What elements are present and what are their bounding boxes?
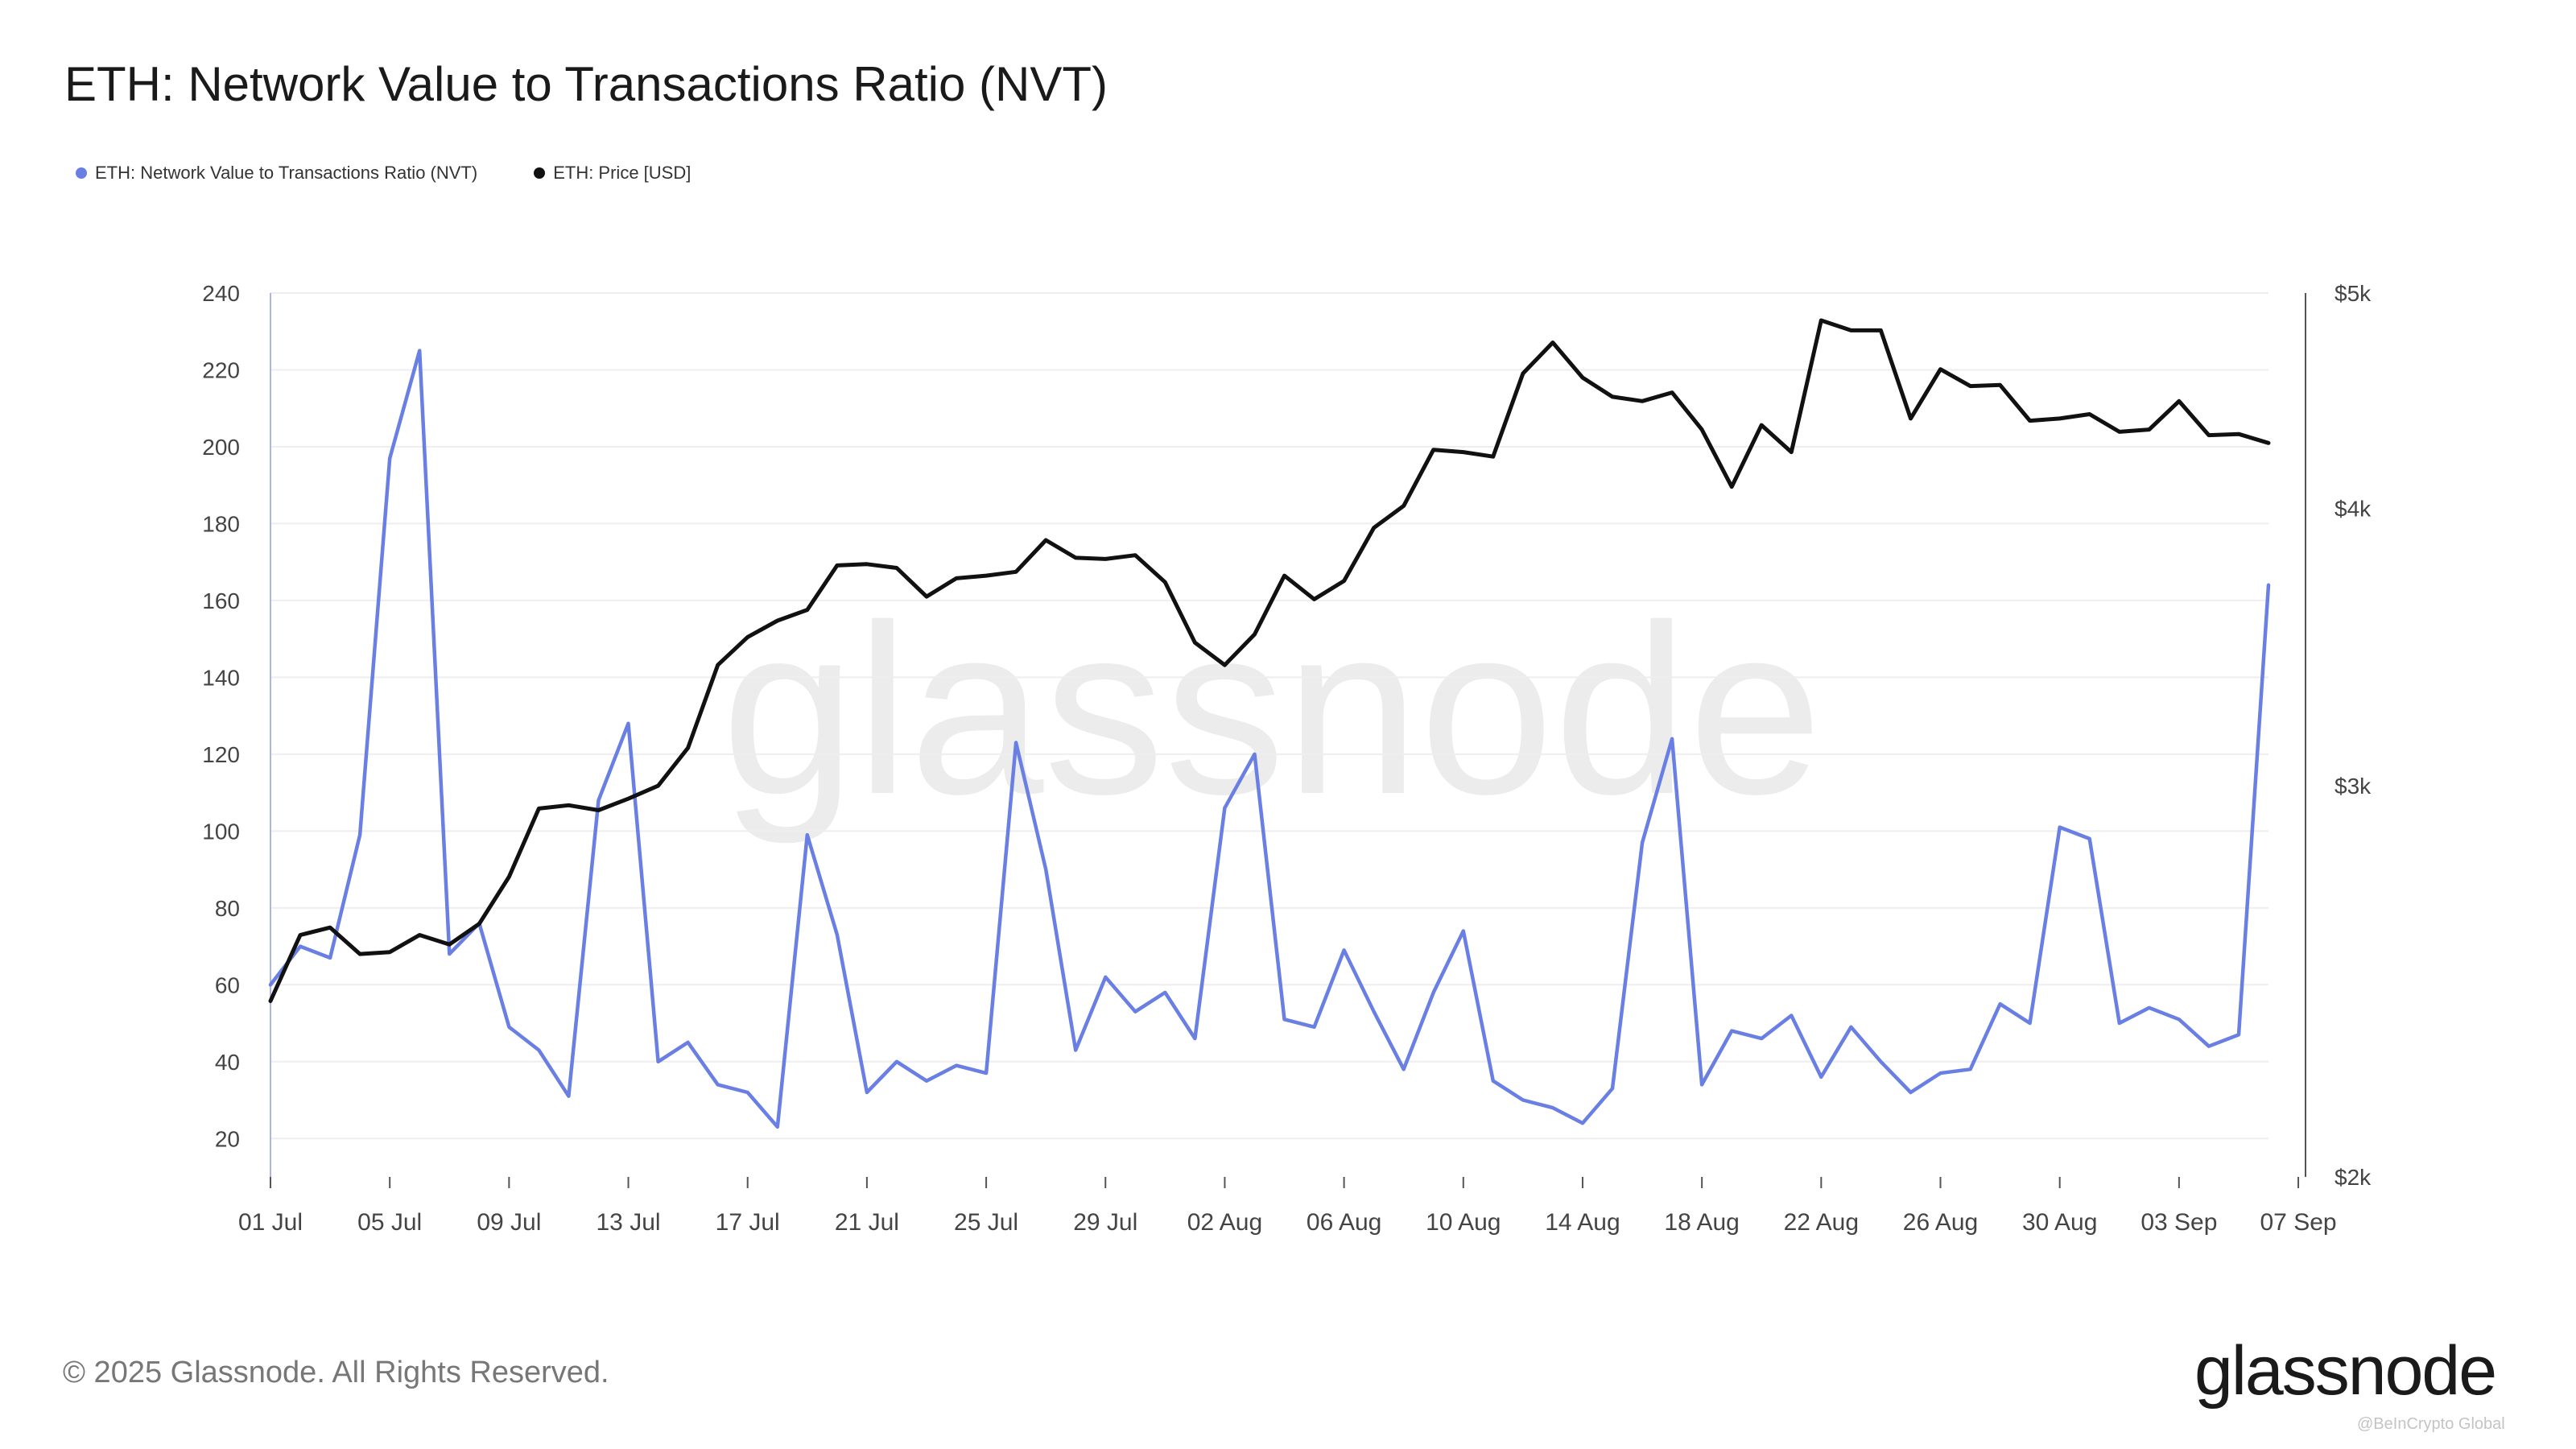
legend-marker-nvt (76, 167, 87, 179)
chart-title: ETH: Network Value to Transactions Ratio… (64, 57, 1108, 111)
y-left-tick-label: 60 (215, 972, 240, 997)
y-right-tick-label: $3k (2334, 774, 2372, 799)
x-tick-label: 30 Aug (2022, 1209, 2097, 1236)
legend-marker-price (534, 167, 546, 179)
legend-item-nvt[interactable]: ETH: Network Value to Transactions Ratio… (76, 163, 477, 184)
x-tick-label: 25 Jul (954, 1209, 1018, 1236)
x-tick-label: 13 Jul (597, 1209, 661, 1236)
glassnode-logo: glassnode (2194, 1332, 2497, 1410)
legend: ETH: Network Value to Transactions Ratio… (76, 163, 691, 184)
y-left-tick-label: 200 (202, 435, 240, 460)
legend-item-price[interactable]: ETH: Price [USD] (534, 163, 691, 184)
watermark-text: glassnode (721, 574, 1823, 846)
x-tick-label: 21 Jul (835, 1209, 899, 1236)
x-tick-label: 09 Jul (477, 1209, 541, 1236)
x-tick-label: 29 Jul (1073, 1209, 1137, 1236)
x-tick-label: 26 Aug (1903, 1209, 1978, 1236)
y-right-tick-label: $5k (2334, 281, 2372, 306)
legend-label-price: ETH: Price [USD] (553, 163, 691, 183)
x-tick-label: 17 Jul (716, 1209, 780, 1236)
y-left-tick-label: 220 (202, 357, 240, 382)
y-left-tick-label: 100 (202, 819, 240, 844)
y-left-tick-label: 20 (215, 1126, 240, 1151)
x-tick-label: 22 Aug (1784, 1209, 1859, 1236)
x-tick-label: 06 Aug (1307, 1209, 1381, 1236)
credit-watermark: @BeInCrypto Global (2357, 1415, 2505, 1433)
y-left-tick-label: 180 (202, 511, 240, 536)
series-line-price (268, 318, 2271, 1003)
copyright-footer: © 2025 Glassnode. All Rights Reserved. (63, 1356, 609, 1389)
x-tick-label: 01 Jul (238, 1209, 303, 1236)
x-tick-label: 07 Sep (2260, 1209, 2336, 1236)
y-left-tick-label: 80 (215, 896, 240, 921)
x-tick-label: 05 Jul (357, 1209, 422, 1236)
legend-label-nvt: ETH: Network Value to Transactions Ratio… (95, 163, 478, 183)
y-right-tick-label: $4k (2334, 496, 2372, 521)
x-tick-label: 10 Aug (1426, 1209, 1501, 1236)
y-left-tick-label: 140 (202, 665, 240, 690)
y-left-tick-label: 240 (202, 281, 240, 306)
y-left-tick-label: 160 (202, 588, 240, 613)
x-tick-label: 14 Aug (1545, 1209, 1620, 1236)
y-right-tick-label: $2k (2334, 1165, 2372, 1190)
series-line-nvt (268, 349, 2271, 1129)
x-tick-label: 02 Aug (1187, 1209, 1262, 1236)
x-tick-label: 03 Sep (2140, 1209, 2217, 1236)
y-left-tick-label: 120 (202, 742, 240, 767)
x-tick-label: 18 Aug (1664, 1209, 1739, 1236)
y-left-tick-label: 40 (215, 1050, 240, 1075)
